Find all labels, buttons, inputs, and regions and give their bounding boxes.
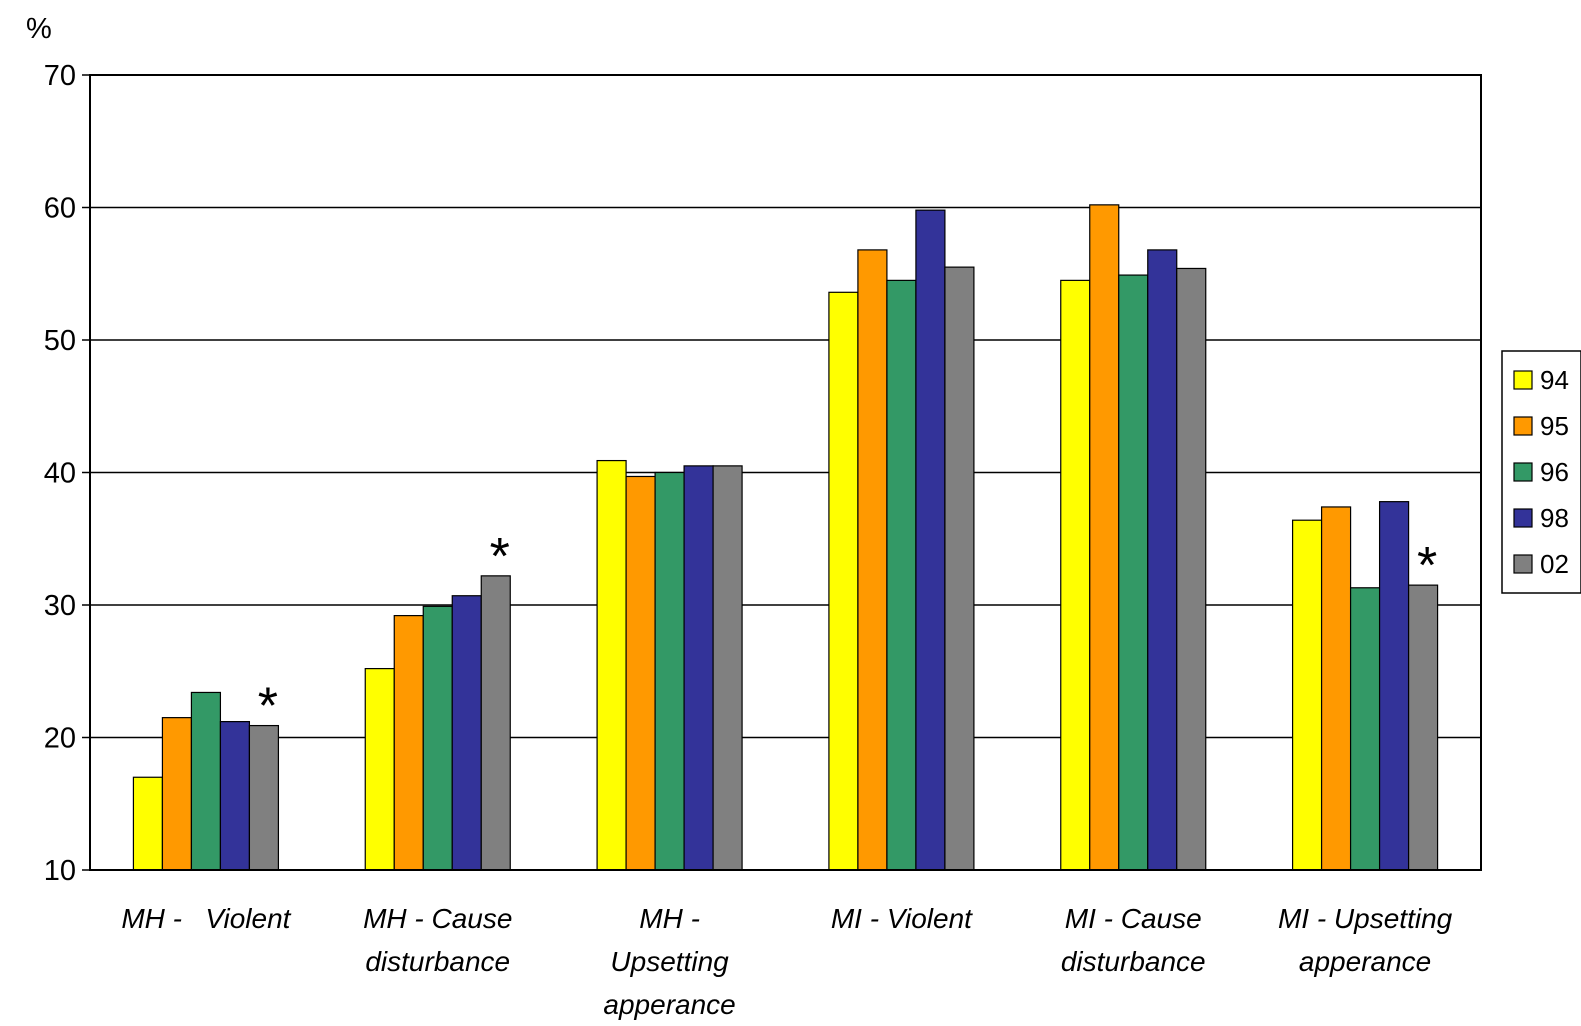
bar-98-cat-4	[1147, 249, 1178, 871]
bar-95-cat-3	[857, 249, 888, 871]
grid-lines	[90, 206, 1481, 739]
bar-95-cat-2	[625, 475, 656, 871]
legend-label: 98	[1540, 503, 1569, 533]
bar-94-cat-0	[132, 776, 164, 871]
legend-swatch-02	[1513, 554, 1533, 574]
category-label: MI - Upsetting	[1278, 903, 1453, 934]
category-label: MI - Cause	[1065, 903, 1202, 934]
bar-02-cat-2	[712, 465, 743, 871]
bar-94-cat-1	[364, 667, 395, 871]
bar-02-cat-5	[1407, 584, 1439, 871]
category-label: MH -	[639, 903, 700, 934]
category-label: apperance	[603, 989, 735, 1020]
bar-96-cat-4	[1118, 274, 1149, 871]
legend: 94 95 96 98 02	[1501, 350, 1581, 594]
category-label: MH - Cause	[363, 903, 512, 934]
bar-96-cat-5	[1349, 587, 1381, 871]
category-label: Upsetting	[610, 946, 729, 977]
y-tick-label: 30	[44, 590, 76, 622]
bar-98-cat-3	[915, 209, 946, 871]
bar-02-cat-3	[944, 266, 975, 871]
bars	[132, 204, 1439, 871]
bar-94-cat-4	[1060, 279, 1091, 871]
bar-02-cat-1	[480, 575, 511, 871]
bar-94-cat-3	[828, 291, 859, 871]
bar-95-cat-0	[161, 717, 193, 871]
category-label: disturbance	[365, 946, 510, 977]
category-label: disturbance	[1061, 946, 1206, 977]
bar-02-cat-0	[248, 724, 280, 871]
y-tick-label: 10	[44, 855, 76, 887]
significance-asterisk: *	[1417, 537, 1437, 595]
legend-label: 96	[1540, 457, 1569, 487]
y-tick-label: 20	[44, 723, 76, 755]
bar-96-cat-1	[422, 605, 453, 871]
legend-label: 02	[1540, 549, 1569, 579]
y-tick-label: 40	[44, 458, 76, 490]
bar-98-cat-2	[683, 465, 714, 871]
bar-96-cat-2	[654, 471, 685, 871]
bar-96-cat-3	[886, 279, 917, 871]
x-axis-categories: MH - Violent MH - Cause disturbance MH - Ups…	[121, 903, 1452, 1020]
legend-label: 95	[1540, 411, 1569, 441]
legend-swatch-95	[1513, 416, 1533, 436]
significance-asterisk: *	[490, 528, 510, 586]
y-tick-label: 50	[44, 325, 76, 357]
category-label: MH - Violent	[121, 903, 291, 934]
y-axis-label: %	[26, 13, 52, 45]
legend-swatch-98	[1513, 508, 1533, 528]
bar-98-cat-5	[1378, 501, 1410, 871]
bar-94-cat-5	[1291, 519, 1323, 871]
category-label: apperance	[1299, 946, 1431, 977]
bar-98-cat-1	[451, 595, 482, 871]
bar-94-cat-2	[596, 459, 627, 871]
category-label: MI - Violent	[831, 903, 973, 934]
bar-98-cat-0	[219, 720, 251, 871]
y-tick-label: 60	[44, 193, 76, 225]
bar-96-cat-0	[190, 691, 222, 871]
legend-label: 94	[1540, 365, 1569, 395]
legend-swatch-94	[1513, 370, 1533, 390]
significance-annotations: * * *	[258, 528, 1437, 736]
bar-02-cat-4	[1176, 267, 1207, 871]
bar-95-cat-1	[393, 614, 424, 871]
y-axis-ticks: 10 20 30 40 50 60 70	[44, 60, 90, 887]
legend-swatch-96	[1513, 462, 1533, 482]
significance-asterisk: *	[258, 678, 278, 736]
bar-95-cat-4	[1089, 204, 1120, 871]
y-tick-label: 70	[44, 60, 76, 92]
bar-95-cat-5	[1320, 506, 1352, 871]
